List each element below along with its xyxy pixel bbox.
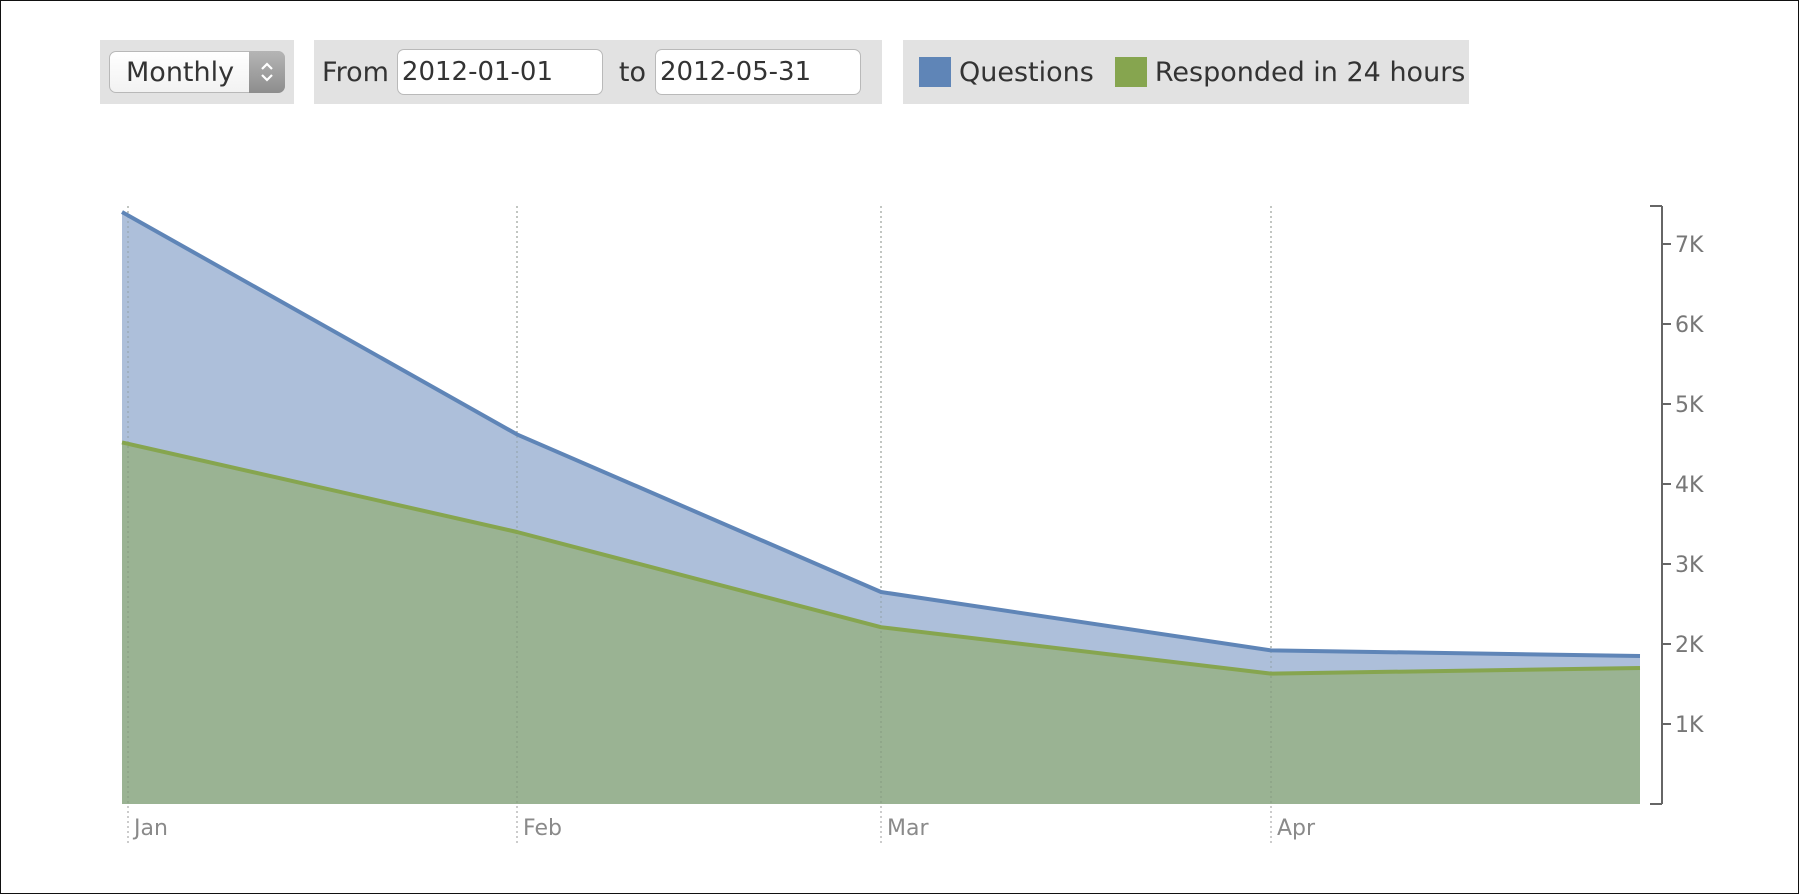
y-tick-label-6000: 6K	[1675, 313, 1704, 338]
y-tick-label-7000: 7K	[1675, 233, 1704, 258]
y-tick-label-2000: 2K	[1675, 633, 1704, 658]
period-select-value: Monthly	[126, 56, 235, 88]
to-label: to	[618, 56, 647, 88]
line-responded	[121, 440, 1641, 676]
legend-label-responded: Responded in 24 hours	[1154, 56, 1466, 88]
legend-item-responded[interactable]: Responded in 24 hours	[1114, 56, 1466, 88]
to-date-input[interactable]	[655, 49, 862, 95]
y-tick-label-1000: 1K	[1675, 713, 1704, 738]
y-tick-label-4000: 4K	[1675, 473, 1704, 498]
date-range-panel: From to	[314, 40, 882, 104]
period-select[interactable]: Monthly	[109, 51, 285, 93]
y-tick-label-3000: 3K	[1675, 553, 1704, 578]
legend-item-questions[interactable]: Questions	[919, 57, 1094, 88]
x-tick-label-apr: Apr	[1277, 816, 1316, 841]
y-tick-label-5000: 5K	[1675, 393, 1704, 418]
x-tick-label-mar: Mar	[887, 816, 929, 841]
line-questions	[121, 210, 1641, 658]
period-panel: Monthly	[100, 40, 294, 104]
legend-label-questions: Questions	[959, 56, 1094, 88]
from-label: From	[322, 56, 389, 88]
legend-panel: Questions Responded in 24 hours	[903, 40, 1469, 104]
chevron-up-down-icon	[249, 51, 285, 93]
area-responded	[122, 442, 1640, 804]
x-tick-label-jan: Jan	[132, 816, 168, 841]
x-tick-label-feb: Feb	[523, 816, 562, 841]
from-date-input[interactable]	[396, 49, 603, 95]
legend-swatch-responded	[1114, 57, 1147, 87]
legend-swatch-questions	[919, 57, 951, 87]
